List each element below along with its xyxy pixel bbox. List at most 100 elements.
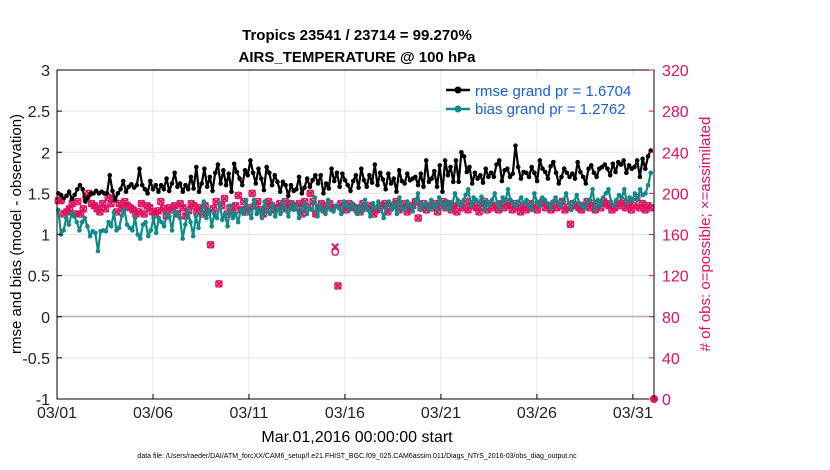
obs-assimilated-point xyxy=(156,197,165,206)
series-point-bias xyxy=(529,207,535,213)
series-point-bias xyxy=(492,191,498,196)
obs-possible-point xyxy=(414,214,423,222)
series-point-rmse xyxy=(148,178,153,184)
series-point-bias xyxy=(344,203,349,209)
series-point-rmse xyxy=(269,182,275,188)
series-point-rmse xyxy=(386,171,391,176)
series-point-rmse xyxy=(586,166,591,171)
obs-assimilated-point xyxy=(154,206,162,215)
series-point-rmse xyxy=(310,177,315,183)
series-point-rmse xyxy=(375,182,380,188)
series-point-rmse xyxy=(156,189,161,195)
series-point-rmse xyxy=(329,166,334,171)
series-point-bias xyxy=(439,200,445,206)
series-point-bias xyxy=(190,233,196,239)
series-point-bias xyxy=(71,214,77,219)
series-point-rmse xyxy=(505,166,510,171)
series-point-bias xyxy=(495,200,500,206)
series-point-bias xyxy=(138,236,143,241)
series-point-bias xyxy=(323,211,328,217)
series-point-rmse xyxy=(283,182,288,188)
series-point-bias xyxy=(465,186,471,192)
series-point-bias xyxy=(206,207,212,213)
obs-assimilated-point xyxy=(414,214,423,222)
series-point-bias xyxy=(397,195,402,200)
series-point-rmse xyxy=(564,170,570,176)
series-point-rmse xyxy=(315,181,321,186)
series-point-bias xyxy=(632,191,638,196)
series-point-rmse xyxy=(637,174,643,180)
series-point-bias xyxy=(389,207,394,213)
series-point-bias xyxy=(410,209,416,214)
series-point-rmse xyxy=(426,179,432,185)
left-axis-ticks: -1 -0.5 0 0.5 1 1.5 2 2.5 3 xyxy=(22,63,62,409)
series-point-bias xyxy=(582,205,587,211)
series-point-bias xyxy=(286,214,291,219)
series-point-bias xyxy=(418,207,423,213)
series-point-rmse xyxy=(548,163,553,169)
series-point-bias xyxy=(66,222,72,227)
series-point-bias xyxy=(497,205,503,211)
series-point-rmse xyxy=(510,171,516,176)
obs-assimilated-point xyxy=(331,242,340,251)
series-point-rmse xyxy=(402,181,407,186)
series-point-rmse xyxy=(323,181,329,186)
obs-assimilated-point xyxy=(220,194,229,203)
series-point-rmse xyxy=(183,182,188,188)
series-point-rmse xyxy=(313,172,318,178)
series-point-rmse xyxy=(459,149,464,155)
series-point-rmse xyxy=(194,164,199,170)
series-point-bias xyxy=(320,207,326,213)
series-point-bias xyxy=(143,219,148,225)
obs-assimilated-point xyxy=(566,220,575,229)
series-point-rmse xyxy=(118,186,123,192)
series-point-bias xyxy=(595,197,601,203)
series-point-bias xyxy=(161,223,167,229)
series-point-rmse xyxy=(83,199,88,204)
series-point-bias xyxy=(116,225,122,231)
series-point-bias xyxy=(339,211,344,217)
series-point-bias xyxy=(262,199,267,204)
series-point-rmse xyxy=(561,166,567,171)
series-point-rmse xyxy=(74,186,80,192)
x-axis-label: Mar.01,2016 00:00:00 start xyxy=(261,429,453,446)
series-point-bias xyxy=(624,200,630,206)
series-point-rmse xyxy=(432,168,437,174)
obs-possible-point xyxy=(248,189,257,198)
series-point-rmse xyxy=(64,193,69,199)
series-point-bias xyxy=(532,191,537,196)
series-point-bias xyxy=(368,214,373,219)
series-point-rmse xyxy=(234,169,240,175)
series-point-bias xyxy=(402,207,408,213)
series-point-bias xyxy=(428,197,434,203)
series-point-rmse xyxy=(491,174,497,180)
series-line-rmse xyxy=(57,144,652,203)
series-point-rmse xyxy=(177,181,183,186)
series-point-rmse xyxy=(334,170,340,176)
series-point-bias xyxy=(93,230,98,236)
y-axis-label-right: # of obs: o=possible; ×=assimilated xyxy=(697,117,714,352)
obs-assimilated-point xyxy=(508,205,517,214)
obs-assimilated-point xyxy=(500,203,508,212)
series-point-rmse xyxy=(450,179,456,185)
series-point-bias xyxy=(301,200,307,206)
series-point-bias xyxy=(513,203,519,209)
series-point-rmse xyxy=(326,186,332,191)
series-point-bias xyxy=(135,232,140,237)
series-point-bias xyxy=(214,215,220,221)
series-point-rmse xyxy=(380,177,386,182)
series-point-bias xyxy=(304,211,310,217)
series-point-bias xyxy=(87,233,93,239)
series-point-rmse xyxy=(280,179,286,185)
series-point-rmse xyxy=(150,186,156,192)
series-point-bias xyxy=(315,214,320,219)
series-point-bias xyxy=(500,195,505,200)
obs-assimilated-point xyxy=(179,203,187,212)
series-point-rmse xyxy=(524,170,529,176)
series-point-rmse xyxy=(350,178,356,184)
series-point-bias xyxy=(257,207,262,213)
series-point-bias xyxy=(463,192,468,198)
series-point-rmse xyxy=(486,174,491,180)
obs-assimilated-point xyxy=(215,279,223,288)
